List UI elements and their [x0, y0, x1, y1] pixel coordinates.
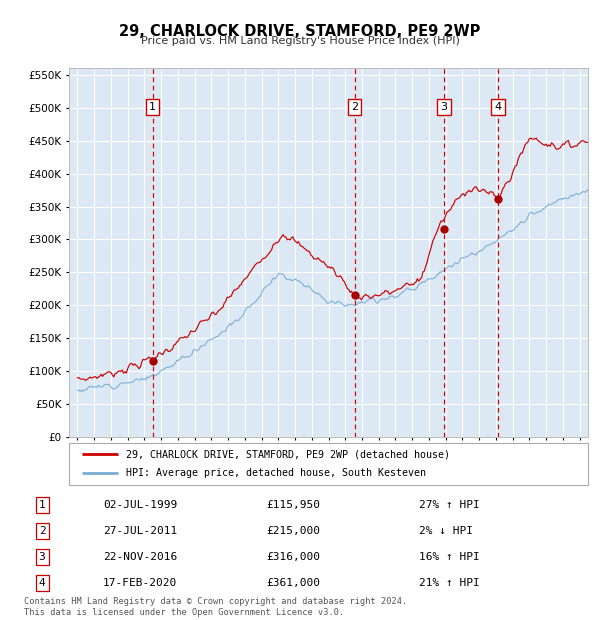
Text: £316,000: £316,000: [266, 552, 320, 562]
Text: 1: 1: [149, 102, 156, 112]
Text: 17-FEB-2020: 17-FEB-2020: [103, 578, 177, 588]
Text: 27-JUL-2011: 27-JUL-2011: [103, 526, 177, 536]
Text: 4: 4: [38, 578, 46, 588]
Text: £361,000: £361,000: [266, 578, 320, 588]
Text: 2: 2: [38, 526, 46, 536]
Text: 16% ↑ HPI: 16% ↑ HPI: [419, 552, 479, 562]
FancyBboxPatch shape: [69, 443, 588, 485]
Text: 1: 1: [38, 500, 46, 510]
Text: 27% ↑ HPI: 27% ↑ HPI: [419, 500, 479, 510]
Text: 02-JUL-1999: 02-JUL-1999: [103, 500, 177, 510]
Text: 21% ↑ HPI: 21% ↑ HPI: [419, 578, 479, 588]
Text: 3: 3: [38, 552, 46, 562]
Text: £115,950: £115,950: [266, 500, 320, 510]
Text: 4: 4: [494, 102, 502, 112]
Text: 3: 3: [440, 102, 448, 112]
Text: £215,000: £215,000: [266, 526, 320, 536]
Text: Price paid vs. HM Land Registry's House Price Index (HPI): Price paid vs. HM Land Registry's House …: [140, 36, 460, 46]
Text: 2: 2: [351, 102, 358, 112]
Text: 29, CHARLOCK DRIVE, STAMFORD, PE9 2WP (detached house): 29, CHARLOCK DRIVE, STAMFORD, PE9 2WP (d…: [126, 449, 450, 459]
Text: 29, CHARLOCK DRIVE, STAMFORD, PE9 2WP: 29, CHARLOCK DRIVE, STAMFORD, PE9 2WP: [119, 24, 481, 38]
Text: 22-NOV-2016: 22-NOV-2016: [103, 552, 177, 562]
Text: Contains HM Land Registry data © Crown copyright and database right 2024.
This d: Contains HM Land Registry data © Crown c…: [24, 598, 407, 617]
Text: 2% ↓ HPI: 2% ↓ HPI: [419, 526, 473, 536]
Text: HPI: Average price, detached house, South Kesteven: HPI: Average price, detached house, Sout…: [126, 469, 426, 479]
